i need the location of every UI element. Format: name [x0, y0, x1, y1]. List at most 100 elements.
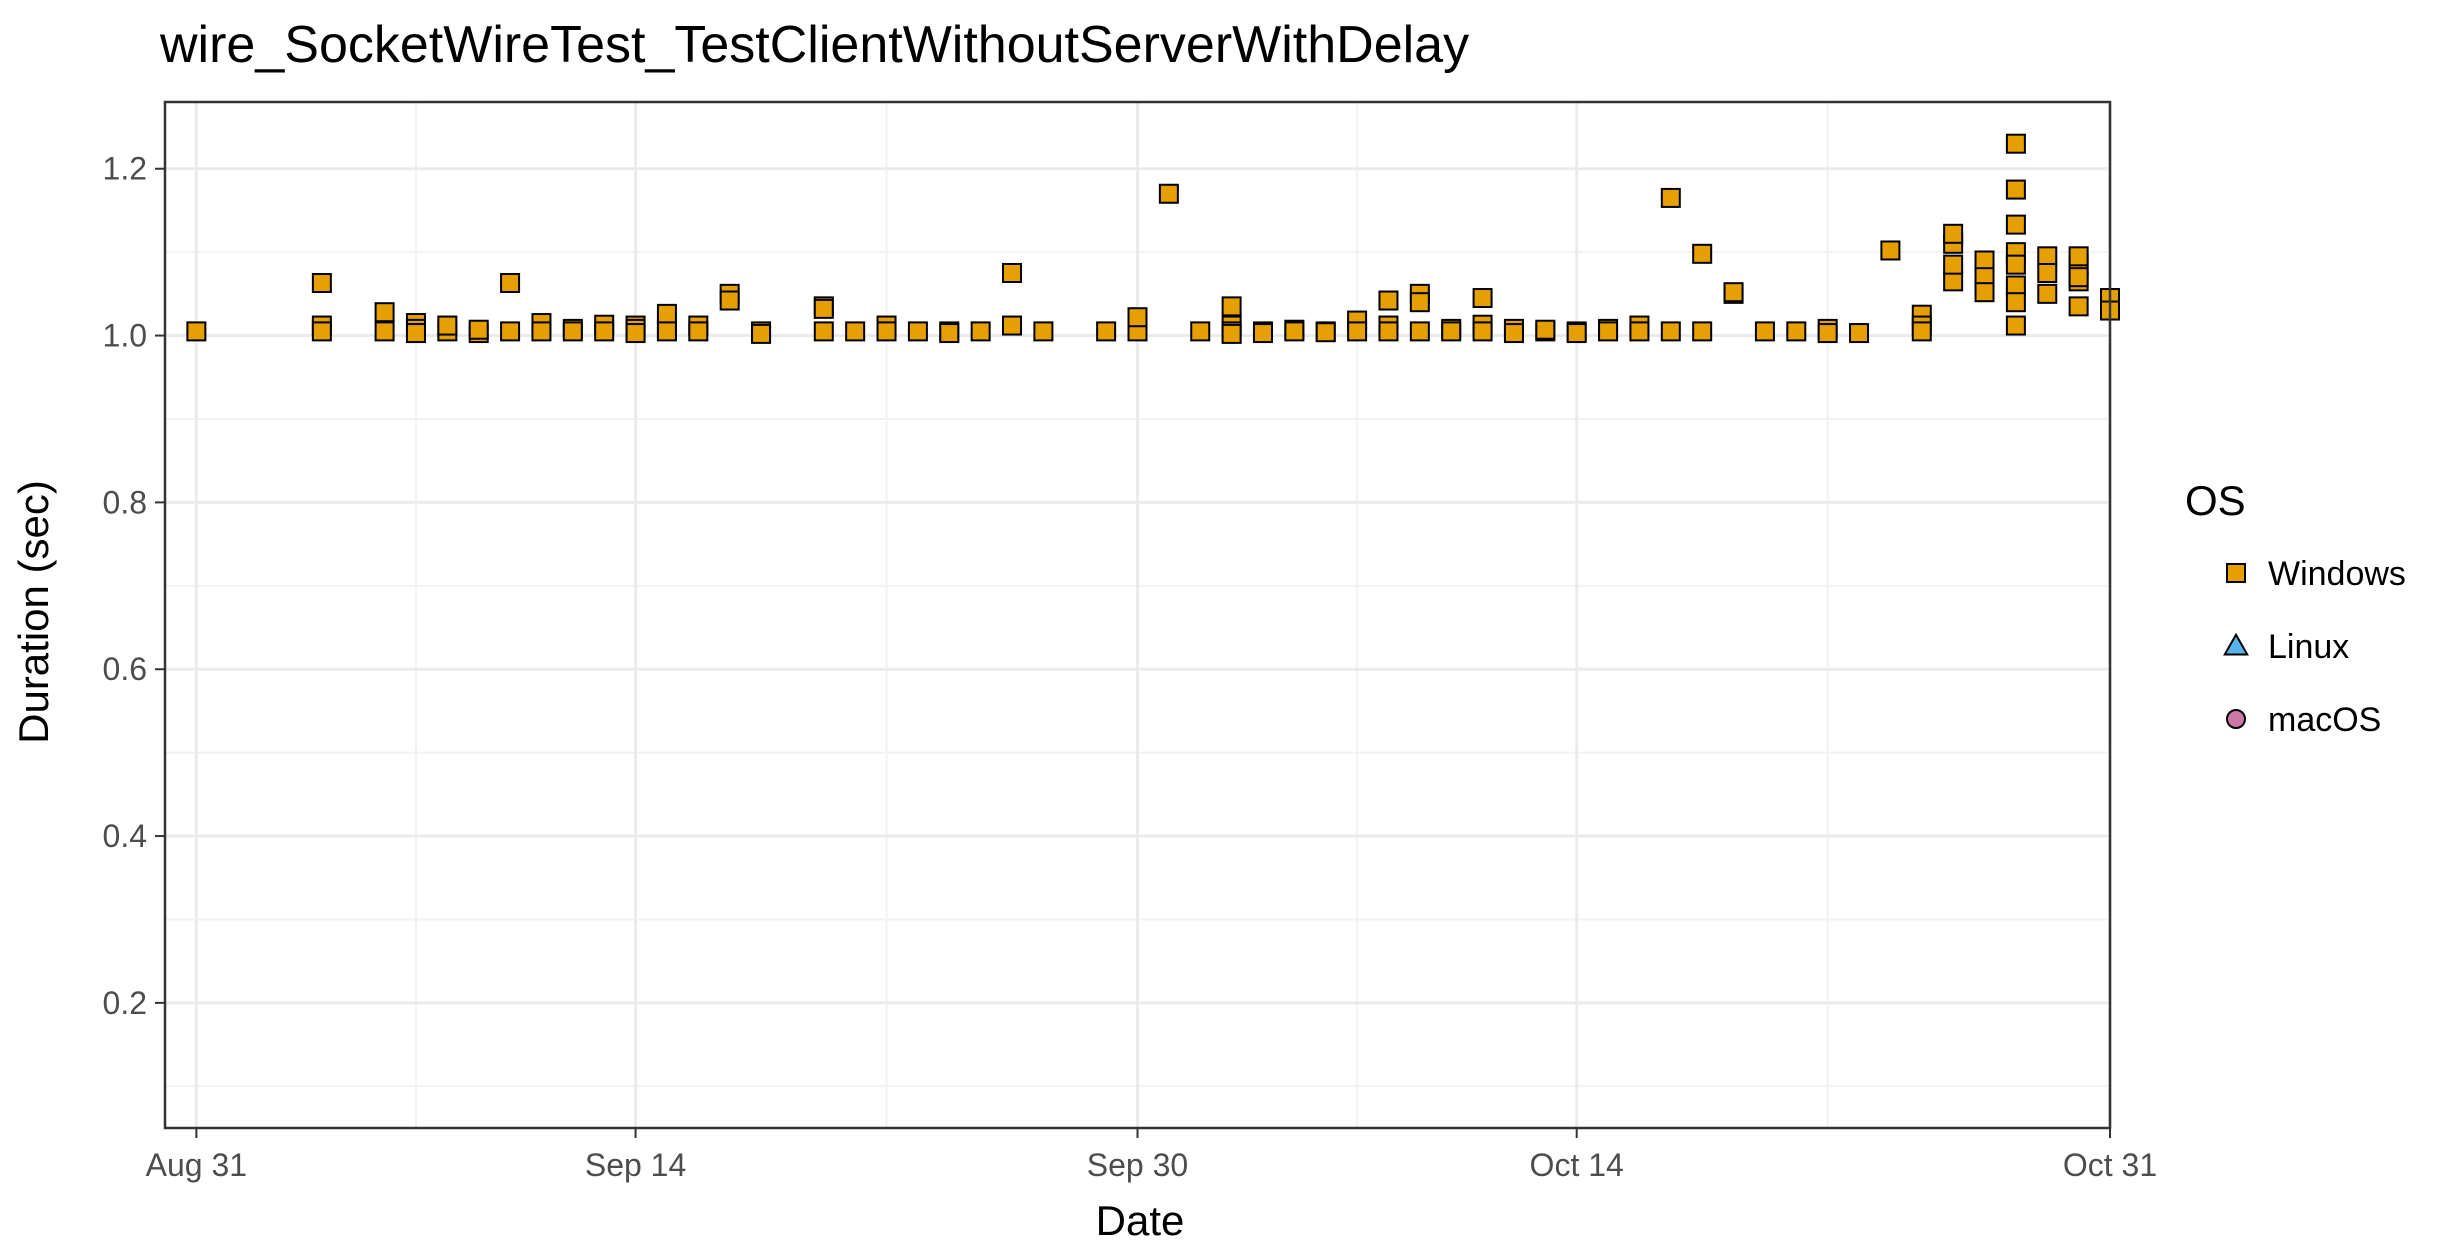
windows-point — [1817, 323, 1838, 344]
windows-point — [1002, 263, 1023, 283]
windows-point — [1943, 271, 1964, 292]
windows-point — [1692, 243, 1713, 264]
windows-point — [1378, 290, 1399, 311]
windows-point — [1849, 323, 1870, 344]
windows-point — [1127, 307, 1148, 328]
legend-key-macos — [2226, 709, 2246, 729]
legend-title: OS — [2185, 477, 2246, 524]
windows-point — [2068, 246, 2089, 267]
windows-point — [2005, 275, 2026, 296]
windows-point — [1629, 321, 1650, 342]
windows-point — [2005, 254, 2026, 275]
windows-point — [625, 323, 646, 344]
y-axis-title: Duration (sec) — [10, 480, 57, 744]
windows-point — [2005, 292, 2026, 313]
windows-point — [1378, 321, 1399, 342]
x-tick-label: Sep 14 — [585, 1147, 686, 1183]
windows-point — [1598, 321, 1619, 342]
windows-point — [1441, 321, 1462, 342]
windows-point — [1754, 321, 1775, 342]
windows-point — [1472, 321, 1493, 342]
windows-point — [2037, 263, 2058, 283]
windows-point — [1535, 319, 1556, 340]
x-axis-title: Date — [1096, 1197, 1185, 1244]
windows-point — [186, 321, 207, 342]
windows-point — [311, 321, 332, 342]
windows-point — [1974, 250, 1995, 271]
windows-point — [1503, 323, 1524, 344]
windows-point — [2005, 315, 2026, 336]
windows-point — [1409, 321, 1430, 342]
windows-point — [1158, 183, 1179, 204]
windows-point — [1409, 292, 1430, 313]
legend-label-windows: Windows — [2268, 555, 2406, 593]
windows-point — [813, 321, 834, 342]
windows-point — [2037, 246, 2058, 267]
windows-point — [1096, 321, 1117, 342]
windows-point — [594, 321, 615, 342]
windows-point — [688, 321, 709, 342]
windows-point — [311, 273, 332, 294]
windows-point — [531, 321, 552, 342]
x-tick-label: Sep 30 — [1087, 1147, 1188, 1183]
chart-title: wire_SocketWireTest_TestClientWithoutSer… — [159, 16, 1469, 74]
windows-point — [1943, 254, 1964, 275]
windows-point — [1284, 321, 1305, 342]
windows-point — [1315, 322, 1336, 343]
windows-point — [1347, 321, 1368, 342]
windows-point — [1692, 321, 1713, 342]
windows-point — [1880, 240, 1901, 261]
x-tick-label: Aug 31 — [146, 1147, 247, 1183]
windows-point — [1911, 321, 1932, 342]
windows-point — [374, 321, 395, 342]
y-tick-label: 0.6 — [103, 651, 147, 687]
windows-point — [2068, 267, 2089, 288]
windows-point — [1723, 282, 1744, 303]
windows-point — [500, 273, 521, 294]
windows-point — [1974, 282, 1995, 303]
windows-point — [876, 321, 897, 342]
plot-area: 0.2 0.4 0.6 0.8 1.0 1.2 Aug 31 Sep 14 Sep 30 Oct … — [103, 100, 2157, 1183]
y-tick-label: 0.2 — [103, 985, 147, 1021]
legend: OS Windows Linux macOS — [2185, 477, 2406, 739]
windows-point — [1221, 323, 1242, 344]
windows-point — [970, 321, 991, 342]
windows-point — [2068, 296, 2089, 317]
windows-point — [374, 302, 395, 323]
windows-point — [751, 323, 772, 344]
windows-point — [845, 321, 866, 342]
plot-border — [163, 100, 2112, 1130]
y-tick-label: 0.4 — [103, 818, 147, 854]
windows-point — [1660, 187, 1681, 208]
legend-label-linux: Linux — [2268, 628, 2349, 666]
windows-point — [468, 319, 489, 340]
windows-point — [1786, 321, 1807, 342]
windows-point — [939, 323, 960, 344]
windows-point — [2037, 283, 2058, 304]
windows-point — [719, 290, 740, 311]
windows-point — [405, 323, 426, 344]
windows-point — [1033, 321, 1054, 342]
windows-point — [500, 321, 521, 342]
y-tick-label: 0.8 — [103, 484, 147, 520]
windows-point — [2005, 133, 2026, 154]
y-tick-label: 1.0 — [103, 318, 147, 354]
x-tick-label: Oct 14 — [1530, 1147, 1624, 1183]
windows-point — [2005, 214, 2026, 235]
windows-point — [1660, 321, 1681, 342]
x-tick-label: Oct 31 — [2063, 1147, 2157, 1183]
windows-point — [1190, 321, 1211, 342]
windows-point — [1252, 323, 1273, 344]
windows-point — [656, 303, 677, 324]
windows-point — [2005, 179, 2026, 200]
windows-point — [1566, 323, 1587, 344]
windows-point — [1221, 296, 1242, 317]
windows-point — [1472, 288, 1493, 309]
windows-point — [813, 298, 834, 319]
y-tick-label: 1.2 — [103, 151, 147, 187]
legend-key-linux — [2223, 632, 2249, 656]
windows-point — [656, 321, 677, 342]
windows-point — [1943, 223, 1964, 244]
windows-point — [1002, 315, 1023, 336]
